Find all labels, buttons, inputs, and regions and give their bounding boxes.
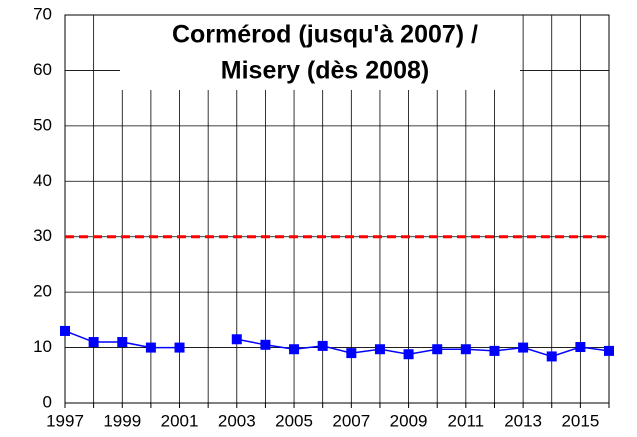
title-box bbox=[120, 14, 520, 90]
x-tick-label: 1997 bbox=[46, 411, 84, 430]
y-tick-label: 10 bbox=[33, 337, 52, 356]
x-tick-label: 2003 bbox=[218, 411, 256, 430]
y-tick-label: 30 bbox=[33, 226, 52, 245]
data-point bbox=[317, 340, 328, 351]
x-tick-label: 2009 bbox=[390, 411, 428, 430]
y-tick-label: 50 bbox=[33, 115, 52, 134]
x-tick-label: 2015 bbox=[561, 411, 599, 430]
x-tick-label: 2013 bbox=[504, 411, 542, 430]
data-point bbox=[145, 342, 156, 353]
data-point bbox=[346, 348, 357, 359]
x-tick-label: 2001 bbox=[161, 411, 199, 430]
chart-title: Misery (dès 2008) bbox=[221, 57, 429, 85]
data-point bbox=[88, 337, 99, 348]
y-tick-label: 20 bbox=[33, 282, 52, 301]
data-point bbox=[432, 344, 443, 355]
data-point bbox=[518, 342, 529, 353]
data-point bbox=[604, 345, 614, 356]
data-point bbox=[60, 325, 70, 336]
x-tick-label: 2011 bbox=[448, 411, 485, 430]
y-tick-label: 40 bbox=[33, 171, 52, 190]
chart-title: Cormérod (jusqu'à 2007) / bbox=[172, 21, 478, 49]
y-tick-label: 60 bbox=[33, 60, 52, 79]
y-tick-label: 0 bbox=[43, 392, 52, 411]
x-tick-label: 2007 bbox=[332, 411, 370, 430]
plot-frame bbox=[64, 14, 610, 404]
data-point bbox=[260, 339, 271, 350]
x-tick-label: 2005 bbox=[275, 411, 313, 430]
y-tick-label: 70 bbox=[33, 4, 52, 23]
x-tick-label: 1999 bbox=[103, 411, 141, 430]
data-point bbox=[460, 344, 471, 355]
data-point bbox=[231, 334, 242, 345]
data-point bbox=[374, 344, 385, 355]
data-point bbox=[546, 351, 557, 362]
data-point bbox=[117, 337, 128, 348]
data-point bbox=[289, 344, 300, 355]
data-point bbox=[403, 349, 414, 360]
data-point bbox=[174, 342, 185, 353]
data-point bbox=[575, 342, 586, 353]
data-point bbox=[489, 345, 500, 356]
